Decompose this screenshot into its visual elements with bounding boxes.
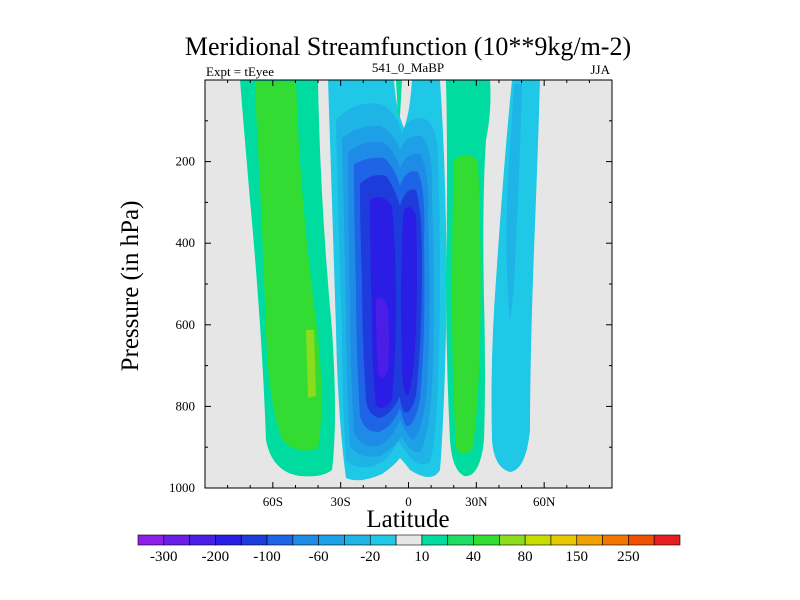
cell-nh-polar-negative <box>491 80 540 472</box>
colorbar-swatch <box>189 534 216 546</box>
y-tick-label: 200 <box>176 154 196 169</box>
contour-nh-polar-10 <box>491 80 540 472</box>
colorbar-swatch <box>421 534 449 546</box>
colorbar-swatch <box>602 534 629 546</box>
colorbar-swatch <box>499 534 526 546</box>
colorbar-swatch <box>369 534 397 546</box>
colorbar-swatch <box>628 534 655 546</box>
x-axis: 60S 30S 0 30N 60N <box>204 80 613 509</box>
y-tick-label: 800 <box>176 398 196 413</box>
colorbar-swatch <box>524 534 552 546</box>
colorbar-swatch <box>550 534 578 546</box>
colorbar-swatch <box>266 534 294 546</box>
x-tick-label: 30S <box>331 494 351 509</box>
colorbar-label: 150 <box>566 549 589 565</box>
x-tick-label: 60N <box>533 494 556 509</box>
x-tick-label: 30N <box>465 494 488 509</box>
x-axis-label: Latitude <box>366 506 449 533</box>
cell-hadley-negative <box>328 80 447 481</box>
y-tick-label: 400 <box>176 235 196 250</box>
contour-nh-40 <box>452 155 481 454</box>
y-axis-label: Pressure (in hPa) <box>117 201 144 372</box>
colorbar-swatch <box>318 534 345 546</box>
colorbar-label: -100 <box>253 549 281 565</box>
x-tick-label: 60S <box>263 494 283 509</box>
colorbar-swatch <box>137 534 165 546</box>
colorbar-swatch <box>473 534 500 546</box>
center-string: 541_0_MaBP <box>372 60 444 75</box>
contour-sh-80 <box>306 330 316 398</box>
colorbar-label: -60 <box>309 549 329 565</box>
contour-equatorial-tongue <box>396 80 402 116</box>
left-string: Expt = tEyee <box>206 64 274 79</box>
colorbar-swatch <box>240 534 268 546</box>
colorbar-label: -20 <box>360 549 380 565</box>
cell-nh-ferrel-positive <box>446 80 491 477</box>
contour-sh-40 <box>255 82 322 451</box>
colorbar-swatch <box>395 534 423 546</box>
contour-nh-polar-20 <box>506 84 522 320</box>
y-tick-label: 1000 <box>169 480 195 495</box>
colorbar <box>137 534 681 546</box>
colorbar-label: 80 <box>518 549 533 565</box>
contour-fields <box>240 80 540 481</box>
colorbar-label: -200 <box>202 549 230 565</box>
colorbar-swatch <box>447 534 474 546</box>
colorbar-swatch <box>292 534 319 546</box>
colorbar-swatch <box>344 534 371 546</box>
colorbar-swatch <box>163 534 190 546</box>
y-axis: 200 400 600 800 1000 <box>169 120 612 495</box>
colorbar-label: 40 <box>466 549 481 565</box>
colorbar-swatch <box>215 534 242 546</box>
colorbar-labels: -300 -200 -100 -60 -20 10 40 80 150 250 <box>150 549 640 565</box>
colorbar-label: 10 <box>414 549 429 565</box>
y-tick-label: 600 <box>176 317 196 332</box>
colorbar-swatch <box>653 534 681 546</box>
x-tick-label: 0 <box>405 494 412 509</box>
right-string: JJA <box>590 62 610 77</box>
colorbar-label: -300 <box>150 549 178 565</box>
colorbar-label: 250 <box>617 549 640 565</box>
contour-hadley-south-peak <box>376 297 389 378</box>
colorbar-swatch <box>576 534 603 546</box>
chart-title: Meridional Streamfunction (10**9kg/m-2) <box>185 32 631 61</box>
contour-hadley-north-150 <box>401 207 417 396</box>
cell-sh-high-lat-positive <box>240 80 335 477</box>
